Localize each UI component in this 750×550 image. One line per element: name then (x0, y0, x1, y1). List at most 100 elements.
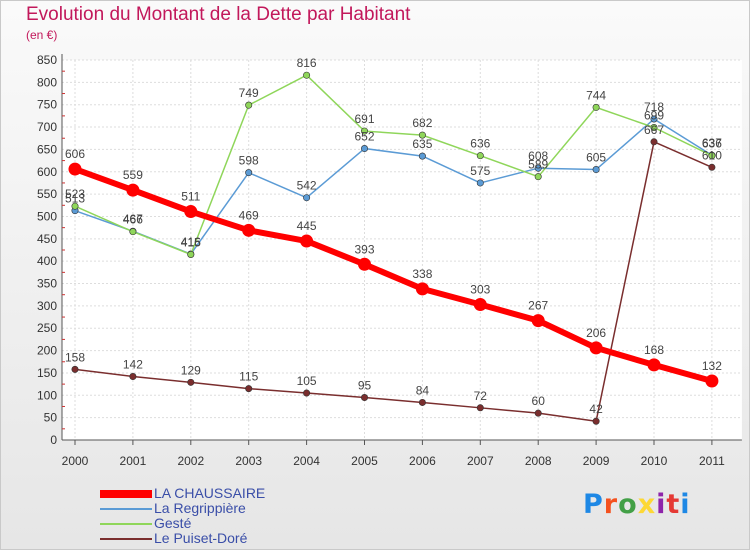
data-point-geste (592, 103, 600, 111)
data-point-le-puiset-dore (592, 417, 600, 425)
data-label-geste: 466 (123, 213, 143, 227)
data-point-le-puiset-dore (245, 385, 253, 393)
x-tick-label: 2005 (351, 454, 378, 468)
data-point-la-regrippiere (418, 152, 426, 160)
data-point-la-regrippiere (245, 169, 253, 177)
data-label-la-regrippiere: 467 (123, 212, 143, 226)
data-label-la-chaussaire: 445 (297, 219, 317, 233)
data-label-le-puiset-dore: 129 (181, 363, 201, 377)
data-point-la-chaussaire (300, 234, 314, 248)
x-tick-label: 2011 (699, 454, 725, 468)
data-label-le-puiset-dore: 667 (644, 123, 664, 137)
data-point-la-chaussaire (589, 341, 603, 355)
data-label-la-regrippiere: 575 (470, 164, 490, 178)
y-tick-label: 550 (37, 187, 57, 201)
data-label-la-chaussaire: 559 (123, 168, 143, 182)
data-label-la-chaussaire: 206 (586, 326, 606, 340)
data-point-le-puiset-dore (534, 409, 542, 417)
logo-letter: r (603, 489, 619, 520)
data-label-la-regrippiere: 605 (586, 151, 606, 165)
y-tick-label: 450 (37, 232, 57, 246)
data-label-le-puiset-dore: 115 (239, 370, 258, 384)
y-tick-label: 700 (37, 120, 57, 134)
data-point-le-puiset-dore (418, 398, 426, 406)
series-line-geste (74, 74, 713, 256)
y-tick-label: 50 (44, 411, 58, 425)
legend-label: LA CHAUSSAIRE (154, 485, 266, 501)
data-label-geste: 691 (354, 112, 374, 126)
series-line-le-puiset-dore (74, 141, 713, 422)
data-label-le-puiset-dore: 84 (416, 383, 430, 397)
data-label-la-chaussaire: 267 (528, 299, 548, 313)
data-label-geste: 744 (586, 88, 606, 102)
data-point-la-chaussaire (126, 183, 140, 197)
x-tick-label: 2000 (62, 454, 89, 468)
legend-label: Gesté (154, 515, 192, 531)
y-tick-label: 100 (37, 388, 57, 402)
y-tick-label: 200 (37, 344, 57, 358)
logo-letter: x (637, 489, 657, 520)
data-point-geste (129, 228, 137, 236)
proxiti-logo: Proxiti (583, 489, 691, 520)
legend-swatch (100, 490, 152, 498)
data-label-le-puiset-dore: 105 (297, 374, 317, 388)
data-label-geste: 682 (412, 116, 432, 130)
data-point-geste (476, 152, 484, 160)
data-point-geste (245, 101, 253, 109)
x-tick-label: 2006 (409, 454, 436, 468)
data-point-la-chaussaire (531, 314, 545, 328)
data-label-le-puiset-dore: 142 (123, 358, 143, 372)
data-point-geste (534, 173, 542, 181)
data-point-geste (303, 71, 311, 79)
data-label-la-regrippiere: 513 (65, 192, 85, 206)
plot-area (62, 60, 742, 440)
data-point-geste (360, 127, 368, 135)
data-point-le-puiset-dore (476, 404, 484, 412)
data-point-la-regrippiere (476, 179, 484, 187)
data-label-geste: 749 (239, 86, 259, 100)
axes: 0 50 100 150 200 250 300 350 400 450 500 550 600 650 7… (37, 53, 742, 468)
data-label-geste: 816 (297, 56, 317, 70)
x-tick-label: 2009 (583, 454, 610, 468)
y-tick-label: 150 (37, 366, 57, 380)
data-label-la-chaussaire: 303 (470, 283, 490, 297)
x-tick-label: 2007 (467, 454, 494, 468)
x-tick-label: 2008 (525, 454, 552, 468)
data-label-la-regrippiere: 718 (644, 100, 664, 114)
data-point-le-puiset-dore (303, 389, 311, 397)
data-label-la-regrippiere: 608 (528, 149, 548, 163)
data-label-la-regrippiere: 652 (354, 130, 374, 144)
data-label-la-regrippiere: 542 (297, 179, 317, 193)
legend-label: Le Puiset-Doré (154, 530, 248, 546)
logo-letter: o (618, 489, 638, 520)
y-tick-label: 750 (37, 98, 57, 112)
x-tick-label: 2004 (293, 454, 320, 468)
y-tick-label: 600 (37, 165, 57, 179)
series-layer (68, 71, 719, 425)
y-tick-label: 300 (37, 299, 57, 313)
legend-swatch (100, 538, 152, 540)
data-point-le-puiset-dore (187, 378, 195, 386)
logo-letter: P (583, 489, 604, 520)
data-label-geste: 589 (528, 158, 548, 172)
y-tick-label: 250 (37, 321, 57, 335)
y-tick-label: 0 (50, 433, 57, 447)
data-label-la-regrippiere: 598 (239, 154, 259, 168)
chart-subtitle: (en €) (26, 28, 58, 42)
data-label-la-regrippiere: 637 (702, 136, 722, 150)
data-point-la-chaussaire (415, 282, 429, 296)
data-point-geste (650, 124, 658, 132)
chart-title: Evolution du Montant de la Dette par Hab… (26, 4, 411, 25)
data-point-la-chaussaire (68, 162, 82, 176)
data-labels: 513 467 416 598 542 652 635 575 608 605 718 637 523 4… (65, 56, 722, 416)
data-label-la-chaussaire: 511 (181, 190, 200, 204)
data-label-la-chaussaire: 393 (354, 242, 374, 256)
y-tick-label: 500 (37, 209, 57, 223)
data-label-la-chaussaire: 606 (65, 147, 85, 161)
data-label-le-puiset-dore: 72 (474, 389, 488, 403)
y-tick-label: 850 (37, 53, 57, 67)
logo-letter: i (680, 489, 691, 520)
data-point-la-chaussaire (705, 374, 719, 388)
data-point-la-regrippiere (592, 166, 600, 174)
